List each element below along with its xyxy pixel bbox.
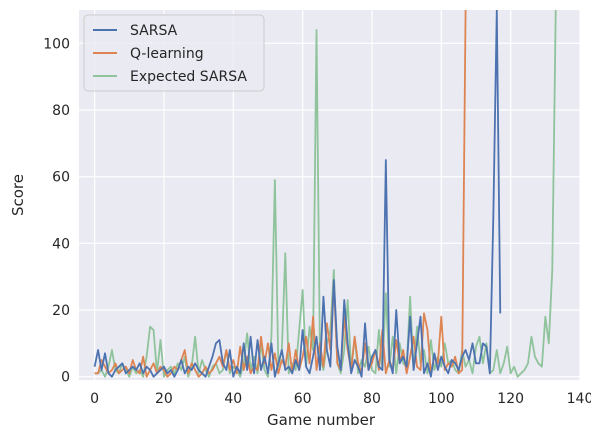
x-tick-label: 40 — [224, 391, 242, 407]
x-tick-label: 140 — [567, 391, 591, 407]
x-tick-label: 100 — [428, 391, 455, 407]
y-tick-label: 20 — [52, 303, 70, 319]
x-tick-label: 60 — [294, 391, 312, 407]
tick-labels: 0 20 40 60 80 100 120 140 0 20 40 60 80 100 — [43, 36, 591, 407]
legend-box — [83, 14, 265, 92]
y-axis-label: Score — [9, 174, 27, 216]
series-line-expected-sarsa — [94, 10, 557, 378]
y-tick-label: 100 — [43, 36, 70, 52]
x-tick-label: 80 — [363, 391, 381, 407]
y-tick-label: 80 — [52, 103, 70, 119]
y-tick-label: 60 — [52, 170, 70, 186]
legend: SARSA Q-learning Expected SARSA — [83, 14, 265, 92]
x-tick-label: 120 — [497, 391, 524, 407]
series-layer — [93, 10, 557, 378]
x-tick-label: 20 — [155, 391, 173, 407]
x-tick-label: 0 — [90, 391, 99, 407]
y-tick-label: 0 — [61, 370, 70, 386]
legend-label-sarsa: SARSA — [130, 23, 178, 39]
legend-label-expected-sarsa: Expected SARSA — [130, 69, 247, 85]
x-axis-label: Game number — [267, 411, 376, 429]
series-line-q-learning — [94, 10, 467, 378]
y-tick-label: 40 — [52, 236, 70, 252]
legend-label-q-learning: Q-learning — [130, 46, 204, 62]
series-line-sarsa — [93, 10, 502, 378]
